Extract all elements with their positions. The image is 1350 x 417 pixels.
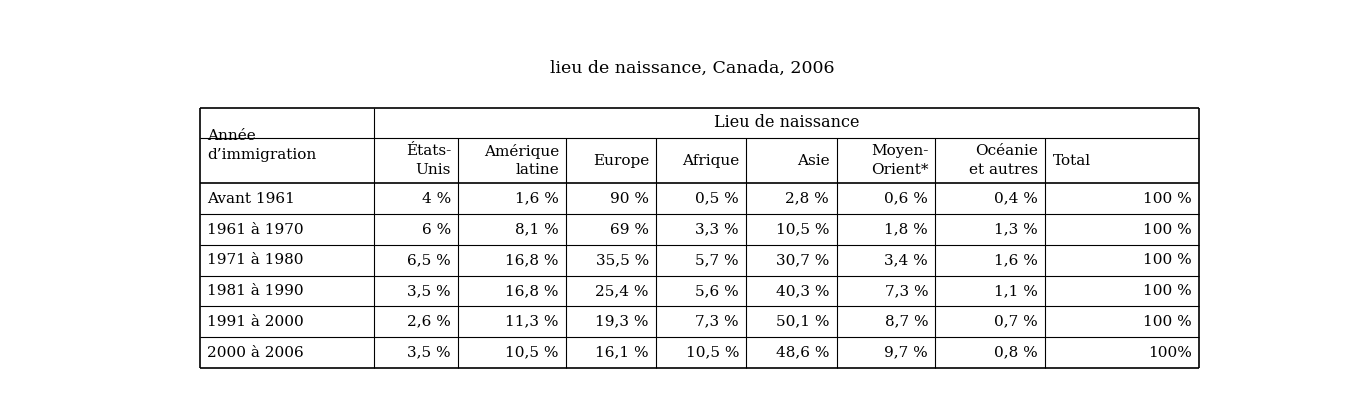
Text: 9,7 %: 9,7 % <box>884 346 929 359</box>
Text: 0,5 %: 0,5 % <box>695 192 738 206</box>
Text: 16,8 %: 16,8 % <box>505 284 559 298</box>
Text: 16,1 %: 16,1 % <box>595 346 649 359</box>
Text: Afrique: Afrique <box>682 153 738 168</box>
Text: 1,3 %: 1,3 % <box>995 223 1038 236</box>
Text: 0,4 %: 0,4 % <box>994 192 1038 206</box>
Text: 100 %: 100 % <box>1143 192 1192 206</box>
Text: 1,6 %: 1,6 % <box>514 192 559 206</box>
Text: 1981 à 1990: 1981 à 1990 <box>208 284 304 298</box>
Text: 1971 à 1980: 1971 à 1980 <box>208 253 304 267</box>
Text: 1,8 %: 1,8 % <box>884 223 929 236</box>
Text: 90 %: 90 % <box>610 192 649 206</box>
Text: 7,3 %: 7,3 % <box>695 315 738 329</box>
Text: 40,3 %: 40,3 % <box>776 284 829 298</box>
Text: 1,1 %: 1,1 % <box>994 284 1038 298</box>
Text: 0,7 %: 0,7 % <box>995 315 1038 329</box>
Text: 50,1 %: 50,1 % <box>776 315 829 329</box>
Text: 5,6 %: 5,6 % <box>695 284 738 298</box>
Text: Océanie
et autres: Océanie et autres <box>969 144 1038 177</box>
Text: 2,8 %: 2,8 % <box>786 192 829 206</box>
Text: 10,5 %: 10,5 % <box>776 223 829 236</box>
Text: Europe: Europe <box>593 153 649 168</box>
Text: 1961 à 1970: 1961 à 1970 <box>208 223 304 236</box>
Text: 19,3 %: 19,3 % <box>595 315 649 329</box>
Text: États-
Unis: États- Unis <box>406 144 451 177</box>
Text: 1,6 %: 1,6 % <box>994 253 1038 267</box>
Text: 100 %: 100 % <box>1143 223 1192 236</box>
Text: 48,6 %: 48,6 % <box>776 346 829 359</box>
Text: 11,3 %: 11,3 % <box>505 315 559 329</box>
Text: 69 %: 69 % <box>610 223 649 236</box>
Text: 25,4 %: 25,4 % <box>595 284 649 298</box>
Text: 1991 à 2000: 1991 à 2000 <box>208 315 304 329</box>
Text: 0,6 %: 0,6 % <box>884 192 929 206</box>
Text: 16,8 %: 16,8 % <box>505 253 559 267</box>
Text: 3,4 %: 3,4 % <box>884 253 929 267</box>
Text: 0,8 %: 0,8 % <box>995 346 1038 359</box>
Text: 100 %: 100 % <box>1143 284 1192 298</box>
Text: 100%: 100% <box>1148 346 1192 359</box>
Text: 5,7 %: 5,7 % <box>695 253 738 267</box>
Text: 2000 à 2006: 2000 à 2006 <box>208 346 304 359</box>
Text: 6,5 %: 6,5 % <box>408 253 451 267</box>
Text: Année
d’immigration: Année d’immigration <box>208 129 317 162</box>
Text: lieu de naissance, Canada, 2006: lieu de naissance, Canada, 2006 <box>549 60 834 77</box>
Text: 100 %: 100 % <box>1143 253 1192 267</box>
Text: Amérique
latine: Amérique latine <box>483 144 559 177</box>
Text: 10,5 %: 10,5 % <box>505 346 559 359</box>
Text: 3,5 %: 3,5 % <box>408 284 451 298</box>
Text: 6 %: 6 % <box>421 223 451 236</box>
Text: Lieu de naissance: Lieu de naissance <box>714 114 860 131</box>
Text: 8,1 %: 8,1 % <box>516 223 559 236</box>
Text: 30,7 %: 30,7 % <box>776 253 829 267</box>
Text: Avant 1961: Avant 1961 <box>208 192 296 206</box>
Text: 8,7 %: 8,7 % <box>884 315 929 329</box>
Text: 3,5 %: 3,5 % <box>408 346 451 359</box>
Text: 4 %: 4 % <box>421 192 451 206</box>
Text: 3,3 %: 3,3 % <box>695 223 738 236</box>
Text: 10,5 %: 10,5 % <box>686 346 738 359</box>
Text: Total: Total <box>1053 153 1091 168</box>
Text: 100 %: 100 % <box>1143 315 1192 329</box>
Text: 7,3 %: 7,3 % <box>884 284 929 298</box>
Text: Asie: Asie <box>796 153 829 168</box>
Text: 2,6 %: 2,6 % <box>408 315 451 329</box>
Text: 35,5 %: 35,5 % <box>595 253 649 267</box>
Text: Moyen-
Orient*: Moyen- Orient* <box>871 144 929 177</box>
